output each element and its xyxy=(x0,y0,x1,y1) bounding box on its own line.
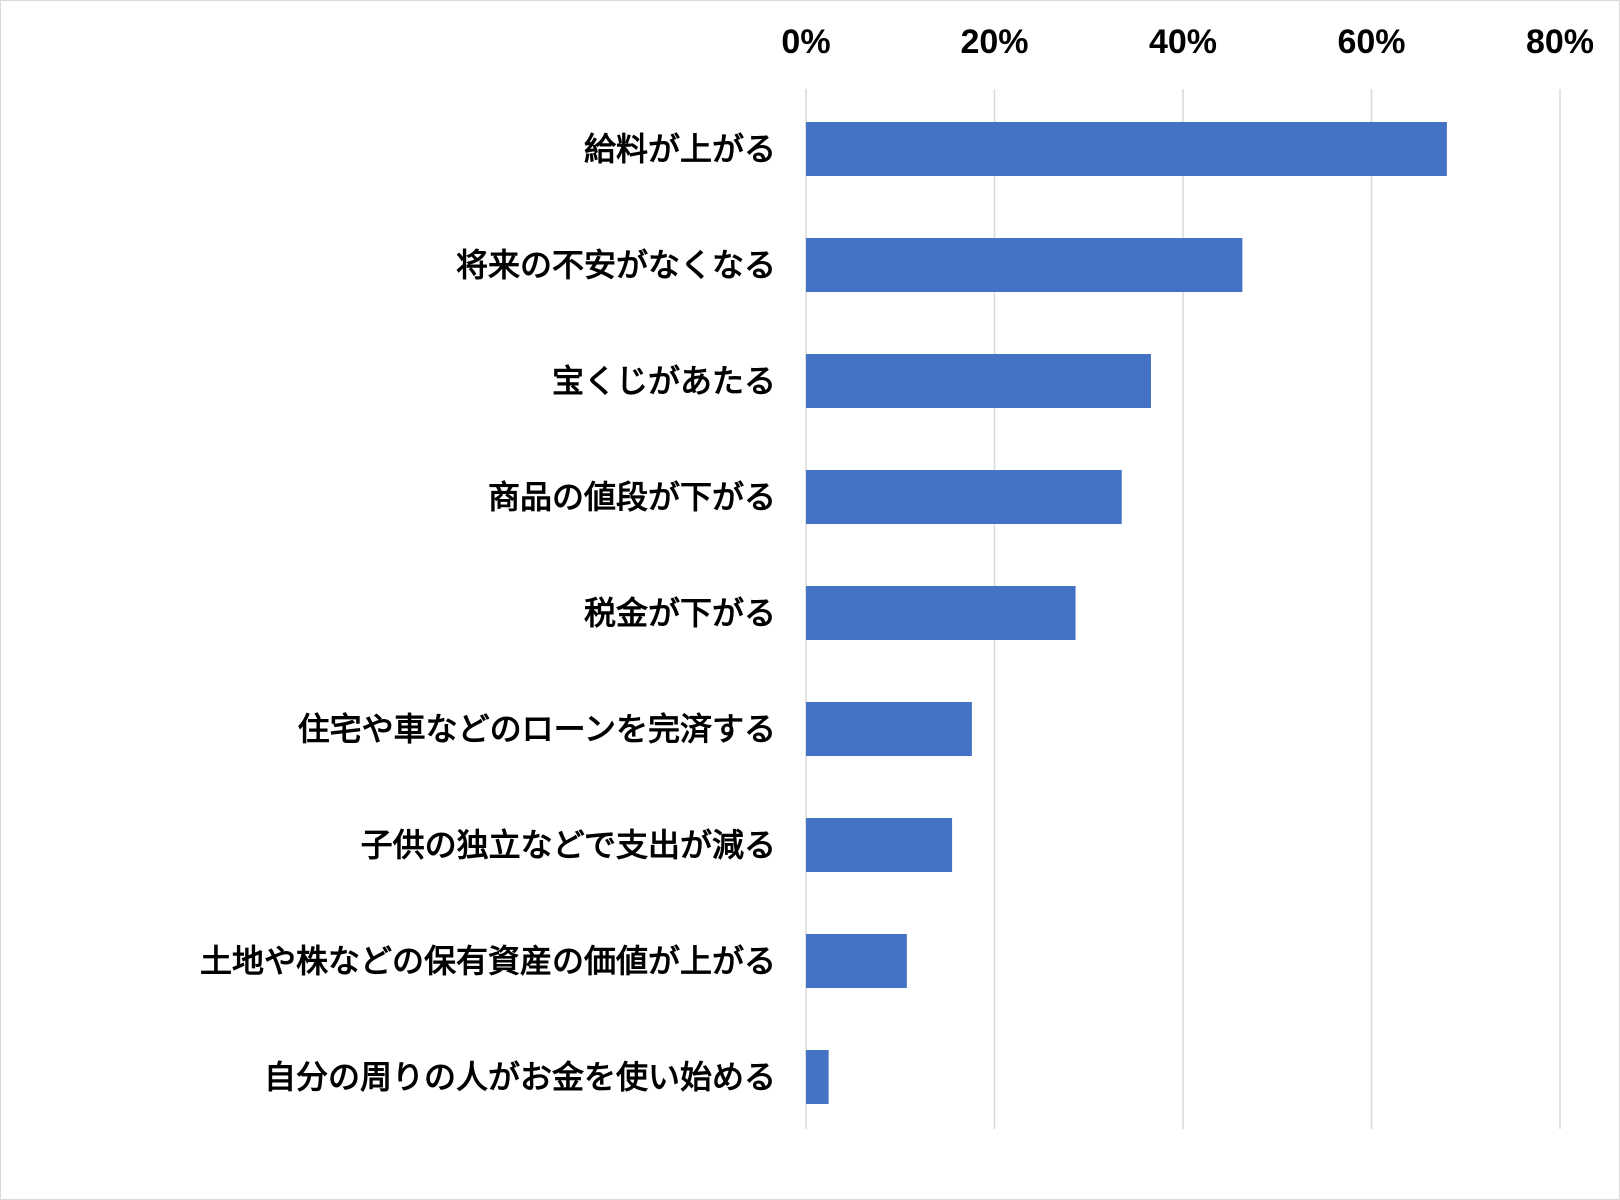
category-label: 将来の不安がなくなる xyxy=(456,246,776,284)
bar xyxy=(806,1050,829,1104)
category-labels: 給料が上がる将来の不安がなくなる宝くじがあたる商品の値段が下がる税金が下がる住宅… xyxy=(200,130,776,1096)
bar xyxy=(806,470,1122,524)
category-label: 住宅や車などのローンを完済する xyxy=(298,710,776,748)
x-tick-label: 0% xyxy=(781,23,830,61)
bar xyxy=(806,934,907,988)
bar xyxy=(806,354,1151,408)
category-label: 子供の独立などで支出が減る xyxy=(361,826,776,864)
category-label: 土地や株などの保有資産の価値が上がる xyxy=(200,942,776,980)
x-axis-ticks: 0% 20% 40% 60% 80% xyxy=(781,23,1594,61)
x-tick-label: 80% xyxy=(1526,23,1594,61)
category-label: 税金が下がる xyxy=(584,594,776,632)
category-label: 商品の値段が下がる xyxy=(488,478,776,516)
x-tick-label: 40% xyxy=(1149,23,1217,61)
bar xyxy=(806,702,972,756)
x-tick-label: 60% xyxy=(1337,23,1405,61)
x-tick-label: 20% xyxy=(960,23,1028,61)
bar xyxy=(806,238,1243,292)
bar xyxy=(806,586,1076,640)
bar xyxy=(806,122,1447,176)
category-label: 給料が上がる xyxy=(584,130,776,168)
category-label: 自分の周りの人がお金を使い始める xyxy=(264,1058,776,1096)
bar xyxy=(806,818,953,872)
category-label: 宝くじがあたる xyxy=(552,362,776,400)
bars xyxy=(806,122,1447,1104)
